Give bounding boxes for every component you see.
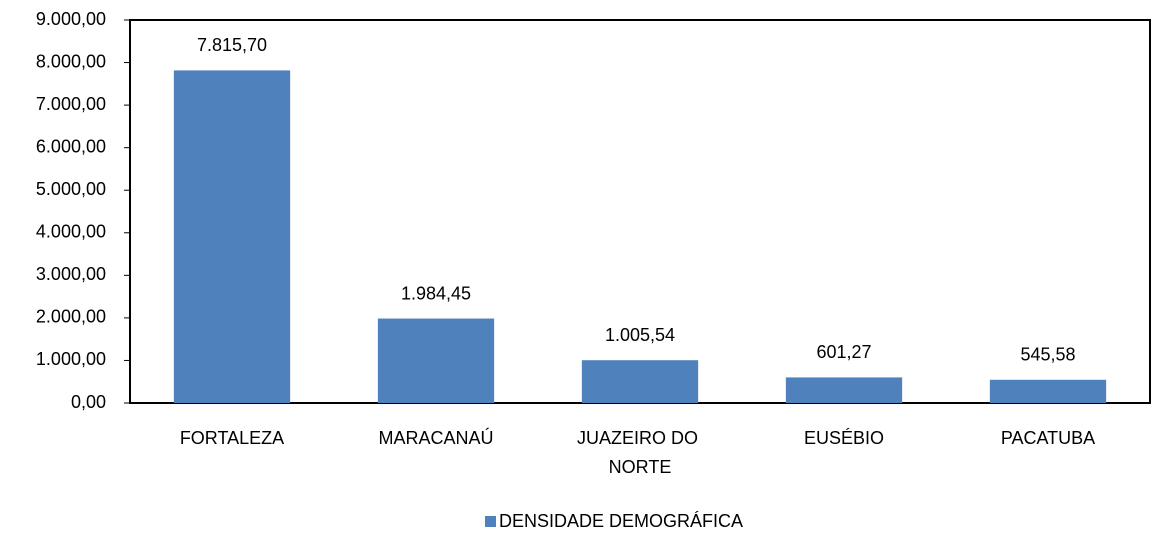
y-tick-label: 3.000,00: [36, 264, 106, 284]
x-tick-label: EUSÉBIO: [804, 428, 884, 448]
y-tick-label: 9.000,00: [36, 9, 106, 29]
y-tick-label: 1.000,00: [36, 349, 106, 369]
x-tick-label: FORTALEZA: [180, 428, 284, 448]
bar: [785, 377, 903, 403]
bar: [377, 318, 495, 403]
legend-label: DENSIDADE DEMOGRÁFICA: [499, 511, 743, 531]
y-tick-label: 4.000,00: [36, 222, 106, 242]
y-tick-label: 6.000,00: [36, 136, 106, 156]
y-tick-label: 7.000,00: [36, 94, 106, 114]
x-tick-label: PACATUBA: [1001, 428, 1095, 448]
bar: [989, 379, 1107, 403]
bar: [581, 360, 699, 403]
y-tick-label: 2.000,00: [36, 307, 106, 327]
x-tick-label: JUAZEIRO DO NORTE: [577, 428, 703, 477]
data-label: 1.005,54: [605, 325, 675, 345]
data-label: 1.984,45: [401, 283, 471, 303]
y-tick-label: 0,00: [71, 392, 106, 412]
data-label: 601,27: [816, 342, 871, 362]
data-label: 7.815,70: [197, 35, 267, 55]
x-tick-label: MARACANAÚ: [378, 427, 493, 448]
y-tick-label: 8.000,00: [36, 51, 106, 71]
legend-swatch: [485, 516, 496, 527]
bar: [173, 70, 291, 403]
y-tick-label: 5.000,00: [36, 179, 106, 199]
data-label: 545,58: [1020, 345, 1075, 365]
